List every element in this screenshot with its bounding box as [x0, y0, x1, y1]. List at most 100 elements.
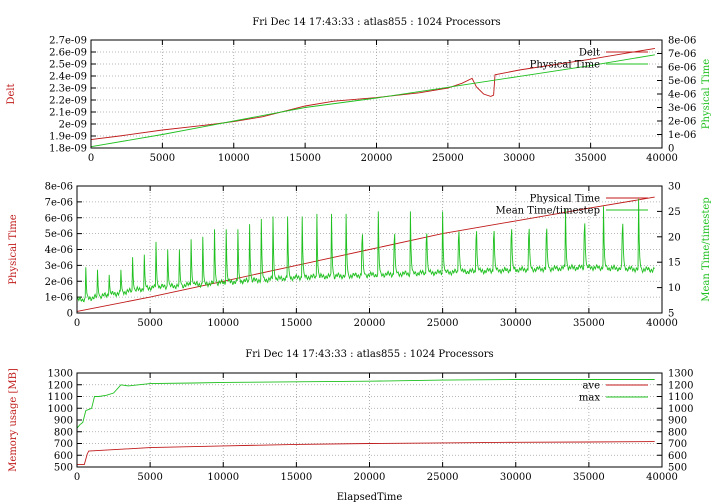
y-tick-label: 2.1e-09	[49, 108, 87, 119]
y2-tick-label: 900	[668, 416, 687, 427]
y-tick-label: 2e-09	[59, 120, 87, 131]
y-axis-label: Memory usage [MB]	[8, 368, 19, 472]
x-tick-label: 20000	[361, 153, 393, 164]
y-tick-label: 2.6e-09	[49, 48, 87, 59]
x-tick-label: 5000	[150, 153, 175, 164]
legend-label: Mean Time/timestep	[496, 206, 600, 217]
x-tick-label: 35000	[573, 318, 605, 329]
y-tick-label: 1100	[48, 392, 73, 403]
y2-tick-label: 600	[668, 451, 687, 462]
y2-tick-label: 1e-06	[668, 130, 696, 141]
y-tick-label: 1.9e-09	[49, 132, 87, 143]
y-tick-label: 0	[67, 309, 73, 320]
x-tick-label: 40000	[646, 153, 678, 164]
y-tick-label: 1300	[48, 369, 73, 380]
x-tick-label: 0	[74, 318, 80, 329]
y2-tick-label: 15	[668, 258, 681, 269]
series-line-2	[90, 54, 655, 148]
y2-tick-label: 500	[668, 463, 687, 474]
legend-label: Delt	[579, 48, 600, 59]
y2-tick-label: 4e-06	[668, 90, 696, 101]
y2-tick-label: 1300	[668, 369, 693, 380]
y2-axis-label: Physical Time	[701, 59, 712, 129]
y2-tick-label: 25	[668, 207, 681, 218]
x-tick-label: 30000	[500, 472, 532, 483]
x-tick-label: 40000	[646, 472, 678, 483]
x-tick-label: 20000	[354, 472, 386, 483]
x-tick-label: 15000	[280, 318, 312, 329]
x-tick-label: 0	[74, 472, 80, 483]
y-tick-label: 2.4e-09	[49, 72, 87, 83]
x-tick-label: 35000	[573, 472, 605, 483]
x-tick-label: 35000	[575, 153, 607, 164]
x-axis-label: ElapsedTime	[337, 492, 403, 503]
chart-title: Fri Dec 14 17:43:33 : atlas855 : 1024 Pr…	[252, 17, 500, 28]
x-tick-label: 40000	[646, 318, 678, 329]
y2-tick-label: 10	[668, 283, 681, 294]
x-tick-label: 30000	[500, 318, 532, 329]
y-axis-label: Delt	[6, 83, 17, 104]
y2-tick-label: 20	[668, 232, 681, 243]
legend-label: ave	[582, 381, 600, 392]
y-tick-label: 1.8e-09	[49, 144, 87, 155]
chart-3: 0 5000 10000 15000 20000 25000 30000 35000 40000…	[8, 349, 693, 503]
plot-frame	[76, 185, 663, 314]
plot-frame	[90, 39, 663, 149]
series-line-1	[76, 196, 655, 312]
y-tick-label: 2.5e-09	[49, 60, 87, 71]
y-tick-label: 1200	[48, 380, 73, 391]
y-tick-label: 2.7e-09	[49, 36, 87, 47]
x-tick-label: 0	[88, 153, 94, 164]
x-tick-label: 25000	[427, 472, 459, 483]
y2-tick-label: 7e-06	[668, 49, 696, 60]
y-tick-label: 2.2e-09	[49, 96, 87, 107]
y-tick-label: 1e-06	[45, 293, 73, 304]
y-tick-label: 2.3e-09	[49, 84, 87, 95]
y-tick-label: 7e-06	[45, 197, 73, 208]
y-tick-label: 2e-06	[45, 277, 73, 288]
x-tick-label: 30000	[503, 153, 535, 164]
y2-tick-label: 800	[668, 427, 687, 438]
y-tick-label: 500	[54, 463, 73, 474]
x-tick-label: 25000	[432, 153, 464, 164]
y2-tick-label: 3e-06	[668, 103, 696, 114]
chart-2: 0 5000 10000 15000 20000 25000 30000 35000 40000…	[8, 182, 712, 330]
y2-tick-label: 8e-06	[668, 36, 696, 47]
x-tick-label: 20000	[354, 318, 386, 329]
y2-tick-label: 6e-06	[668, 63, 696, 74]
y2-tick-label: 2e-06	[668, 117, 696, 128]
y-tick-label: 800	[54, 427, 73, 438]
plot-frame	[76, 372, 663, 468]
x-tick-label: 10000	[207, 472, 239, 483]
y2-axis-label: Mean Time/timestep	[701, 197, 712, 301]
x-tick-label: 5000	[137, 472, 162, 483]
chart-1: 0 5000 10000 15000 20000 25000 30000 35000 40000…	[6, 17, 712, 164]
y-axis-label: Physical Time	[8, 214, 19, 284]
y2-tick-label: 1000	[668, 404, 693, 415]
y2-tick-label: 30	[668, 182, 681, 193]
y-tick-label: 8e-06	[45, 182, 73, 193]
y-tick-label: 900	[54, 416, 73, 427]
x-tick-label: 25000	[427, 318, 459, 329]
y2-tick-label: 5	[668, 309, 674, 320]
y2-tick-label: 5e-06	[668, 76, 696, 87]
x-tick-label: 10000	[218, 153, 250, 164]
y-tick-label: 5e-06	[45, 229, 73, 240]
x-tick-label: 15000	[289, 153, 321, 164]
y-tick-label: 700	[54, 439, 73, 450]
series-line-2	[76, 198, 655, 303]
y-tick-label: 4e-06	[45, 245, 73, 256]
y-tick-label: 6e-06	[45, 213, 73, 224]
y-tick-label: 600	[54, 451, 73, 462]
x-tick-label: 15000	[280, 472, 312, 483]
y-tick-label: 3e-06	[45, 261, 73, 272]
chart-title: Fri Dec 14 17:43:33 : atlas855 : 1024 Pr…	[245, 349, 493, 360]
y2-tick-label: 700	[668, 439, 687, 450]
series-line-2	[76, 379, 655, 429]
y2-tick-label: 1200	[668, 380, 693, 391]
y2-tick-label: 0	[668, 144, 674, 155]
legend-label: Physical Time	[530, 194, 600, 205]
legend-label: Physical Time	[530, 60, 600, 71]
y-tick-label: 1000	[48, 404, 73, 415]
